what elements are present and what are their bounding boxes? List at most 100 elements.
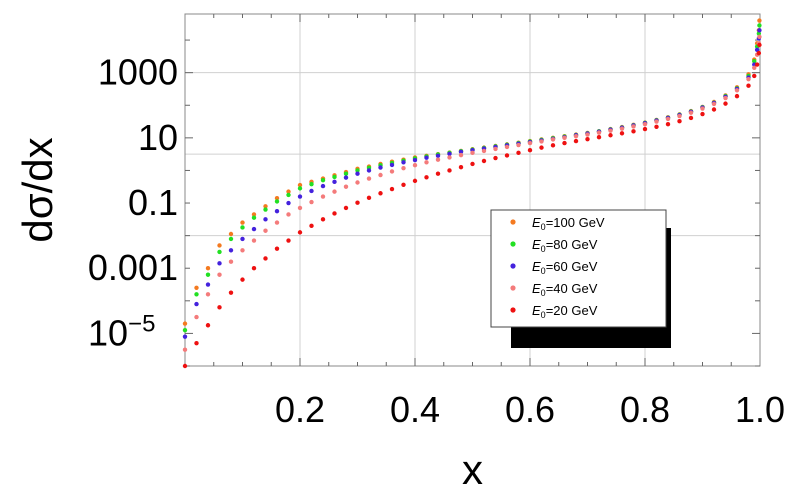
data-point: [734, 88, 740, 93]
data-point: [240, 225, 245, 230]
data-point: [297, 230, 303, 235]
data-point: [182, 347, 188, 352]
data-point: [757, 42, 762, 48]
data-point: [401, 160, 406, 165]
data-point: [550, 143, 556, 148]
legend-subscript: 0: [541, 266, 546, 276]
data-point: [688, 115, 694, 121]
data-point: [677, 113, 682, 119]
data-point: [734, 93, 740, 99]
data-point: [194, 285, 199, 290]
data-point: [389, 186, 395, 192]
data-point: [228, 248, 234, 253]
data-point: [435, 153, 441, 158]
data-point: [746, 83, 751, 88]
data-point: [217, 261, 222, 266]
data-point: [309, 181, 314, 187]
grid-lines: [185, 14, 761, 366]
data-point: [585, 132, 590, 137]
data-point: [654, 119, 659, 124]
data-point: [297, 194, 303, 199]
data-point: [493, 146, 498, 152]
data-point: [723, 95, 728, 101]
data-point: [205, 266, 211, 271]
data-point: [355, 180, 360, 185]
data-point: [642, 126, 648, 132]
legend-rest: =20 GeV: [546, 303, 598, 318]
legend-rest: =100 GeV: [546, 215, 605, 230]
legend-symbol: E: [532, 215, 541, 230]
legend-label: E0=40 GeV: [532, 281, 598, 298]
data-point: [217, 243, 222, 248]
x-tick-label: 1.0: [735, 389, 785, 430]
plot-frame: [184, 13, 761, 367]
series-4: [182, 34, 762, 352]
data-point: [631, 124, 636, 129]
series-5: [182, 42, 762, 369]
data-point: [297, 182, 303, 188]
data-point: [527, 140, 533, 146]
data-point: [527, 148, 533, 153]
data-point: [711, 107, 717, 112]
data-point: [251, 215, 257, 220]
data-point: [752, 59, 757, 64]
data-point: [539, 139, 544, 144]
data-point: [240, 220, 245, 225]
data-point: [447, 168, 452, 173]
data-point: [550, 137, 556, 142]
data-point: [504, 144, 510, 150]
data-point: [401, 182, 406, 187]
data-point: [723, 101, 728, 106]
legend-marker: [510, 241, 516, 247]
series-2: [182, 23, 762, 333]
axis-ticks: [185, 14, 760, 367]
data-point: [343, 175, 349, 180]
data-point: [182, 363, 188, 369]
data-point: [182, 321, 188, 326]
data-point: [355, 200, 360, 205]
data-point: [332, 179, 337, 185]
data-point: [332, 211, 337, 216]
legend-subscript: 0: [541, 288, 546, 298]
data-point: [458, 164, 464, 170]
data-point: [700, 106, 705, 111]
data-point: [263, 207, 268, 212]
data-point: [240, 248, 245, 253]
data-point: [343, 171, 349, 176]
data-point: [608, 133, 613, 138]
data-point: [274, 195, 280, 201]
legend-symbol: E: [532, 281, 541, 296]
data-point: [286, 212, 291, 217]
legend-marker: [510, 307, 516, 313]
data-point: [754, 62, 760, 67]
data-point: [320, 178, 326, 183]
series-1: [182, 18, 762, 326]
data-point: [756, 50, 762, 56]
y-tick-label: 1000: [98, 52, 178, 93]
data-point: [355, 168, 360, 173]
data-point: [757, 34, 762, 40]
legend-rest: =80 GeV: [546, 237, 598, 252]
data-point: [366, 168, 372, 173]
data-point: [297, 205, 303, 211]
data-point: [366, 176, 372, 181]
data-point: [194, 292, 199, 297]
data-point: [251, 238, 257, 243]
data-point: [596, 135, 602, 140]
data-point: [562, 140, 567, 146]
data-point: [412, 163, 418, 168]
legend-subscript: 0: [541, 244, 546, 254]
data-point: [470, 150, 475, 156]
data-point: [251, 212, 257, 217]
data-point: [332, 189, 337, 194]
legend-rest: =60 GeV: [546, 259, 598, 274]
data-point: [286, 189, 291, 194]
data-point: [182, 334, 188, 339]
data-point: [711, 101, 717, 107]
data-point: [194, 340, 199, 346]
series-layer: [182, 18, 762, 369]
data-point: [756, 31, 762, 36]
data-point: [481, 158, 487, 164]
data-point: [228, 290, 234, 295]
